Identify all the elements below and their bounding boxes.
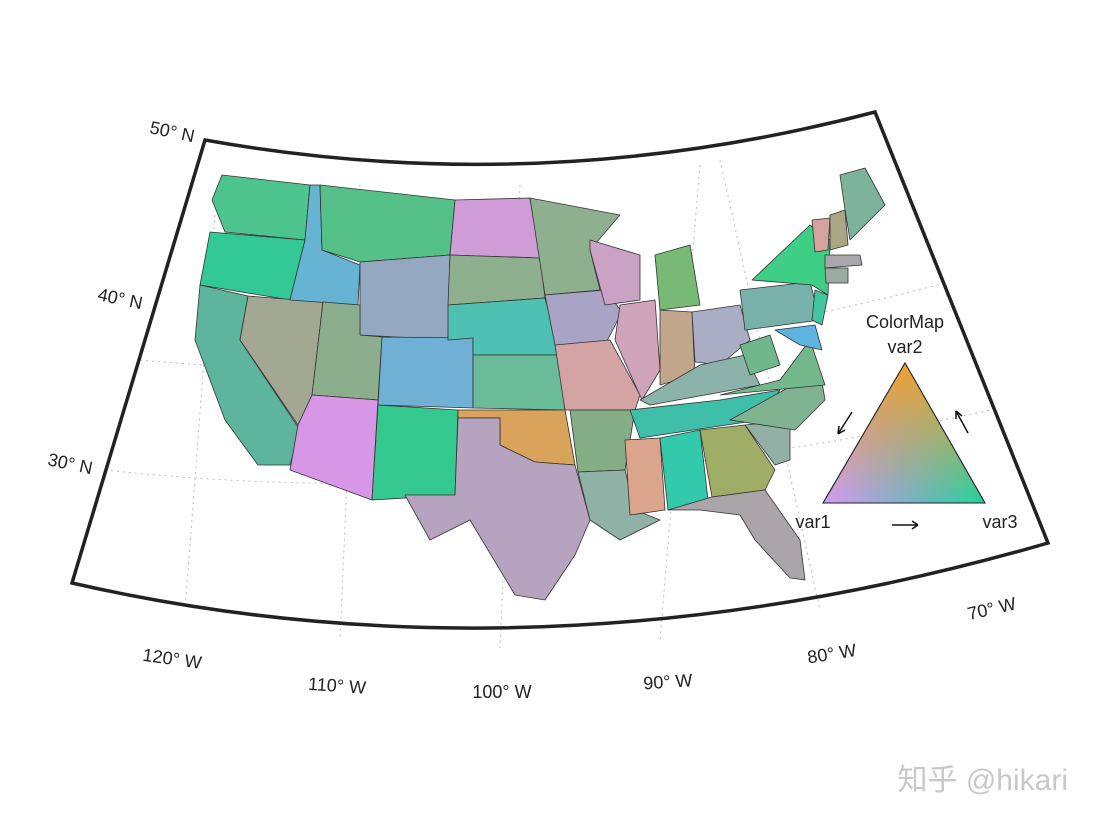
state — [839, 167, 886, 241]
state — [449, 197, 541, 259]
state — [739, 334, 781, 376]
state — [739, 281, 821, 331]
state — [577, 469, 661, 541]
state — [774, 324, 823, 351]
arrow — [892, 520, 919, 530]
graticule-line — [719, 159, 821, 611]
legend: ColorMap var2 var1 var3 — [795, 312, 1017, 532]
legend-label: var3 — [982, 512, 1017, 532]
state — [699, 424, 776, 498]
watermark: 知乎 @hikari — [898, 764, 1068, 797]
state — [614, 299, 661, 401]
state — [447, 254, 546, 306]
state — [654, 244, 701, 311]
map-frame — [69, 109, 1051, 630]
state — [811, 217, 831, 253]
lon-label: 110° W — [308, 674, 367, 698]
lon-label: 70° W — [965, 594, 1017, 625]
states — [194, 167, 886, 601]
state — [667, 489, 806, 581]
state — [472, 354, 566, 411]
state — [211, 174, 311, 241]
legend-title: ColorMap — [866, 312, 944, 332]
legend-label: var1 — [795, 512, 830, 532]
state — [811, 289, 829, 326]
graticule-line — [659, 164, 701, 641]
ternary-colormap-overlay — [822, 362, 986, 504]
state — [529, 197, 621, 296]
state — [371, 404, 459, 501]
graticule-line — [339, 184, 361, 641]
state — [691, 304, 751, 366]
lat-label: 40° N — [96, 284, 144, 313]
state — [554, 339, 641, 411]
state — [624, 437, 666, 516]
state — [319, 184, 456, 263]
state — [359, 254, 451, 341]
arrow — [837, 411, 853, 435]
legend-label: var2 — [887, 337, 922, 357]
lon-label: 80° W — [806, 640, 858, 667]
lat-label: 50° N — [148, 117, 196, 146]
arrow — [955, 410, 969, 434]
lon-label: 120° W — [141, 645, 202, 673]
state — [404, 417, 591, 601]
state — [589, 239, 641, 306]
state — [829, 209, 849, 251]
state — [289, 394, 379, 501]
lon-label: 90° W — [643, 670, 693, 693]
graticule-line — [104, 409, 991, 484]
state — [544, 289, 623, 346]
state — [659, 429, 709, 511]
lon-label: 100° W — [472, 682, 531, 702]
state — [377, 336, 474, 409]
state — [824, 267, 849, 284]
lat-label: 30° N — [46, 449, 94, 478]
state — [824, 254, 863, 269]
